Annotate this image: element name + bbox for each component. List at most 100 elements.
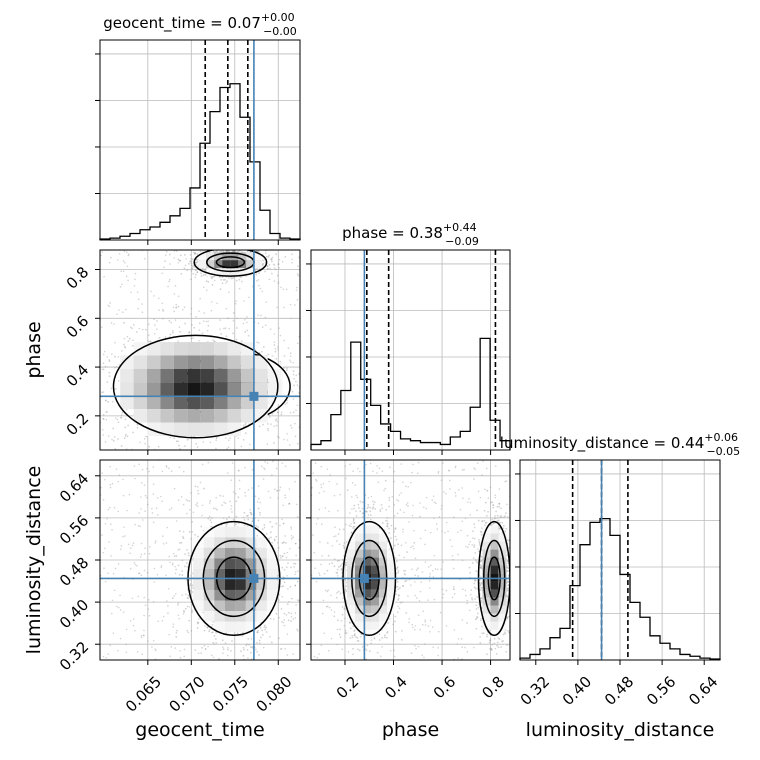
scatter-point xyxy=(178,326,181,328)
scatter-point xyxy=(235,327,238,329)
scatter-point xyxy=(181,308,184,311)
scatter-point xyxy=(189,590,192,592)
scatter-point xyxy=(278,637,280,640)
scatter-point xyxy=(271,541,274,544)
density-cell xyxy=(160,368,174,383)
scatter-point xyxy=(182,536,184,538)
scatter-point xyxy=(126,435,129,438)
scatter-point xyxy=(196,260,199,263)
scatter-point xyxy=(276,306,278,309)
scatter-point xyxy=(237,437,240,440)
scatter-point xyxy=(276,411,279,414)
scatter-point xyxy=(241,280,243,283)
scatter-point xyxy=(257,279,260,281)
scatter-point xyxy=(227,250,230,253)
scatter-point xyxy=(188,331,190,334)
scatter-point xyxy=(281,585,283,588)
scatter-point xyxy=(260,465,263,468)
scatter-point xyxy=(198,329,201,331)
scatter-point xyxy=(141,468,144,471)
scatter-point xyxy=(175,635,178,638)
scatter-point xyxy=(294,667,296,669)
panel-frame xyxy=(310,249,511,451)
scatter-point xyxy=(282,288,285,291)
scatter-point xyxy=(277,546,280,549)
scatter-point xyxy=(192,265,194,268)
scatter-point xyxy=(257,250,260,253)
scatter-point xyxy=(115,365,118,368)
scatter-panel-geocent_time-luminosity_distance xyxy=(99,459,301,669)
scatter-point xyxy=(206,626,209,629)
density-cell xyxy=(206,260,215,269)
scatter-point xyxy=(215,632,218,634)
scatter-point xyxy=(167,605,169,607)
density-cell xyxy=(214,395,228,410)
scatter-point xyxy=(227,317,229,319)
scatter-point xyxy=(222,278,225,281)
scatter-point xyxy=(212,339,214,341)
scatter-point xyxy=(261,629,264,632)
scatter-point xyxy=(118,252,121,255)
scatter-point xyxy=(257,631,259,634)
scatter-point xyxy=(210,277,213,280)
scatter-point xyxy=(273,441,275,444)
scatter-point xyxy=(178,530,181,532)
scatter-point xyxy=(177,305,180,308)
density-cell xyxy=(133,382,148,396)
scatter-point xyxy=(101,391,103,394)
scatter-point xyxy=(258,272,260,274)
scatter-point xyxy=(102,417,104,420)
scatter-point xyxy=(106,381,109,384)
scatter-point xyxy=(292,361,295,364)
hist-bin-9 xyxy=(610,535,620,660)
density-cell xyxy=(187,382,201,396)
scatter-point xyxy=(211,276,214,279)
scatter-point xyxy=(275,522,278,525)
hist-bin-8 xyxy=(180,208,190,240)
scatter-point xyxy=(108,506,111,509)
density-mode-0 xyxy=(193,250,268,277)
density-cell xyxy=(133,395,148,410)
scatter-point xyxy=(225,250,228,253)
scatter-point xyxy=(274,268,277,271)
scatter-point xyxy=(112,427,115,430)
title-value: luminosity_distance = 0.44 xyxy=(500,434,704,453)
scatter-point xyxy=(134,278,136,280)
scatter-point xyxy=(262,259,265,262)
scatter-point xyxy=(284,403,287,406)
scatter-point xyxy=(175,250,178,252)
scatter-point xyxy=(290,534,293,537)
scatter-point xyxy=(240,340,243,342)
scatter-point xyxy=(167,612,169,615)
scatter-point xyxy=(224,642,227,645)
title-plus: +0.06 xyxy=(704,431,738,444)
hist-bin-12 xyxy=(430,443,440,450)
scatter-point xyxy=(174,284,177,287)
scatter-point xyxy=(205,320,208,323)
scatter-point xyxy=(97,393,99,395)
scatter-point xyxy=(273,539,276,542)
scatter-point xyxy=(196,446,199,448)
scatter-point xyxy=(212,250,215,253)
scatter-point xyxy=(201,332,204,334)
density-cell xyxy=(200,395,215,410)
scatter-point xyxy=(189,574,192,577)
scatter-point xyxy=(198,310,200,312)
scatter-point xyxy=(169,333,172,336)
scatter-point xyxy=(281,566,284,569)
density-cell xyxy=(187,342,201,356)
scatter-point xyxy=(178,444,180,447)
scatter-point xyxy=(180,541,183,544)
scatter-point xyxy=(244,318,246,321)
scatter-point xyxy=(155,328,158,330)
scatter-point xyxy=(122,343,125,346)
scatter-point xyxy=(105,418,108,421)
scatter-point xyxy=(243,511,246,514)
scatter-point xyxy=(114,447,117,450)
scatter-point xyxy=(187,552,190,555)
scatter-point xyxy=(158,309,160,311)
scatter-point xyxy=(121,283,123,286)
scatter-point xyxy=(245,644,248,647)
scatter-point xyxy=(280,608,283,610)
scatter-point xyxy=(183,267,186,270)
